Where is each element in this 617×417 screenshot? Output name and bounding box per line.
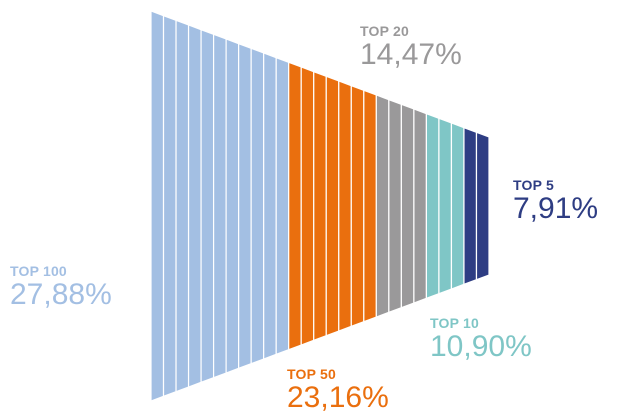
funnel-strip-top-100 [187, 24, 202, 388]
funnel-strip-top-100 [212, 33, 227, 379]
funnel-strip-top-20 [400, 103, 415, 309]
funnel-strip-top-100 [275, 56, 290, 356]
funnel-strip-top-10 [438, 117, 453, 295]
label-top-100-name: TOP 100 [10, 263, 67, 279]
funnel-strip-top-50 [350, 84, 365, 328]
funnel-strip-top-100 [238, 42, 252, 370]
label-top-5: TOP 5 7,91% [513, 178, 598, 224]
funnel-strip-top-100 [250, 47, 265, 365]
funnel-strip-top-100 [200, 28, 215, 384]
label-top-20-value: 14,47% [360, 38, 462, 71]
label-top-10: TOP 10 10,90% [430, 316, 532, 362]
label-top-50-value: 23,16% [287, 381, 389, 414]
funnel-strip-top-5 [475, 131, 490, 281]
funnel-strip-top-50 [300, 66, 315, 346]
funnel-strip-top-100 [263, 52, 277, 360]
funnel-strip-top-10 [450, 122, 465, 290]
label-top-10-value: 10,90% [430, 330, 532, 363]
funnel-strip-top-20 [413, 108, 428, 304]
funnel-strip-top-100 [162, 14, 177, 398]
funnel-strip-top-50 [313, 70, 327, 342]
funnel-strip-top-100 [225, 38, 240, 374]
label-top-50-name: TOP 50 [287, 366, 336, 382]
label-top-20-name: TOP 20 [360, 23, 409, 39]
label-top-20: TOP 20 14,47% [360, 24, 462, 70]
label-top-100: TOP 100 27,88% [10, 264, 112, 310]
funnel-strip-top-50 [325, 75, 340, 337]
funnel-strip-top-10 [425, 112, 440, 300]
funnel-strip-top-50 [288, 61, 302, 351]
label-top-50: TOP 50 23,16% [287, 367, 389, 413]
label-top-5-value: 7,91% [513, 192, 599, 225]
funnel-strip-top-20 [375, 94, 390, 318]
funnel-strip-top-5 [463, 126, 478, 286]
funnel-strip-top-50 [363, 89, 377, 323]
funnel-strip-top-20 [388, 98, 402, 314]
funnel-strip-top-100 [150, 10, 165, 402]
funnel-strip-top-100 [175, 19, 190, 393]
funnel-strip-top-50 [338, 80, 352, 332]
label-top-100-value: 27,88% [10, 278, 112, 311]
label-top-5-name: TOP 5 [513, 177, 554, 193]
label-top-10-name: TOP 10 [430, 315, 479, 331]
